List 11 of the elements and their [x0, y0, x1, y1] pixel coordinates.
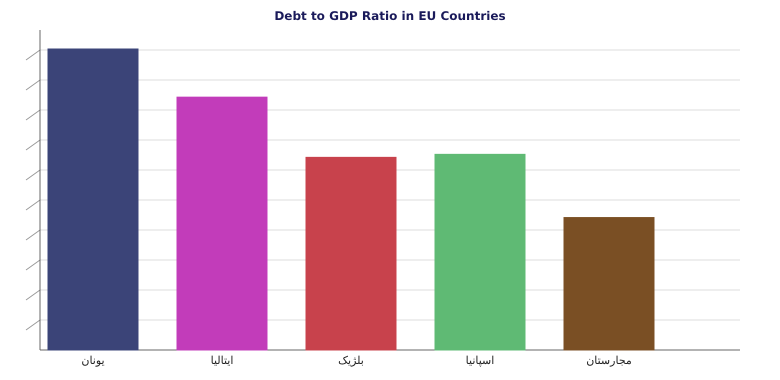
chart-title: Debt to GDP Ratio in EU Countries	[274, 9, 506, 23]
bar	[306, 156, 396, 350]
bar	[48, 48, 138, 350]
bar	[176, 96, 268, 350]
x-tick-label: یونان	[81, 354, 105, 367]
x-tick-label: بلژیک	[338, 354, 364, 367]
x-tick-label: اسپانیا	[466, 354, 494, 367]
bar	[564, 217, 654, 350]
x-tick-label: ایتالیا	[210, 354, 234, 367]
x-tick-label: مجارستان	[586, 354, 632, 367]
bar	[434, 154, 526, 350]
